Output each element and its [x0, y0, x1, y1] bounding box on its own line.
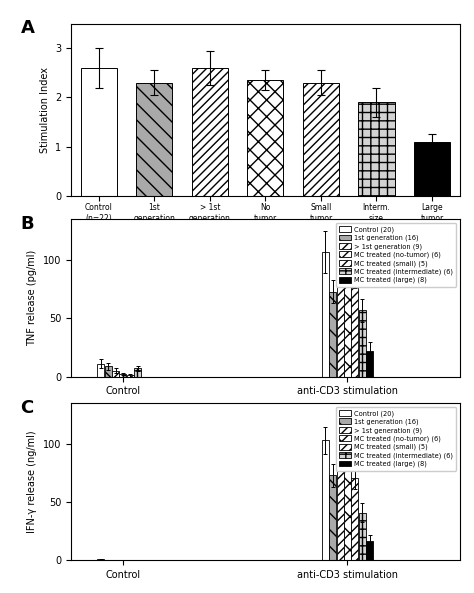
Bar — [344, 459, 351, 560]
Legend: Control (20), 1st generation (16), > 1st generation (9), MC treated (no-tumor) (: Control (20), 1st generation (16), > 1st… — [336, 407, 456, 471]
Text: A: A — [20, 18, 35, 37]
Bar — [366, 541, 373, 560]
Bar — [359, 310, 365, 377]
Bar — [351, 270, 358, 377]
Bar — [414, 142, 450, 196]
Bar — [81, 68, 117, 196]
Bar — [359, 513, 365, 560]
Bar — [127, 375, 134, 377]
Text: C: C — [20, 398, 34, 416]
Bar — [322, 252, 329, 377]
Bar — [98, 559, 104, 560]
Bar — [358, 103, 394, 196]
Y-axis label: TNF release (pg/ml): TNF release (pg/ml) — [27, 250, 37, 346]
Bar — [351, 478, 358, 560]
Bar — [112, 371, 119, 377]
Bar — [329, 292, 336, 377]
Y-axis label: IFN-γ release (ng/ml): IFN-γ release (ng/ml) — [27, 431, 37, 533]
Bar — [134, 368, 141, 377]
Bar — [98, 364, 104, 377]
Bar — [137, 82, 173, 196]
Bar — [119, 374, 127, 377]
Text: B: B — [20, 215, 34, 232]
Bar — [247, 80, 283, 196]
Bar — [337, 439, 344, 560]
Bar — [303, 82, 339, 196]
Bar — [322, 441, 329, 560]
Bar — [366, 351, 373, 377]
Bar — [192, 68, 228, 196]
Bar — [105, 366, 112, 377]
Y-axis label: Stimulation Index: Stimulation Index — [39, 66, 50, 153]
Bar — [337, 254, 344, 377]
Legend: Control (20), 1st generation (16), > 1st generation (9), MC treated (no-tumor) (: Control (20), 1st generation (16), > 1st… — [336, 223, 456, 287]
Bar — [344, 258, 351, 377]
Bar — [329, 476, 336, 560]
